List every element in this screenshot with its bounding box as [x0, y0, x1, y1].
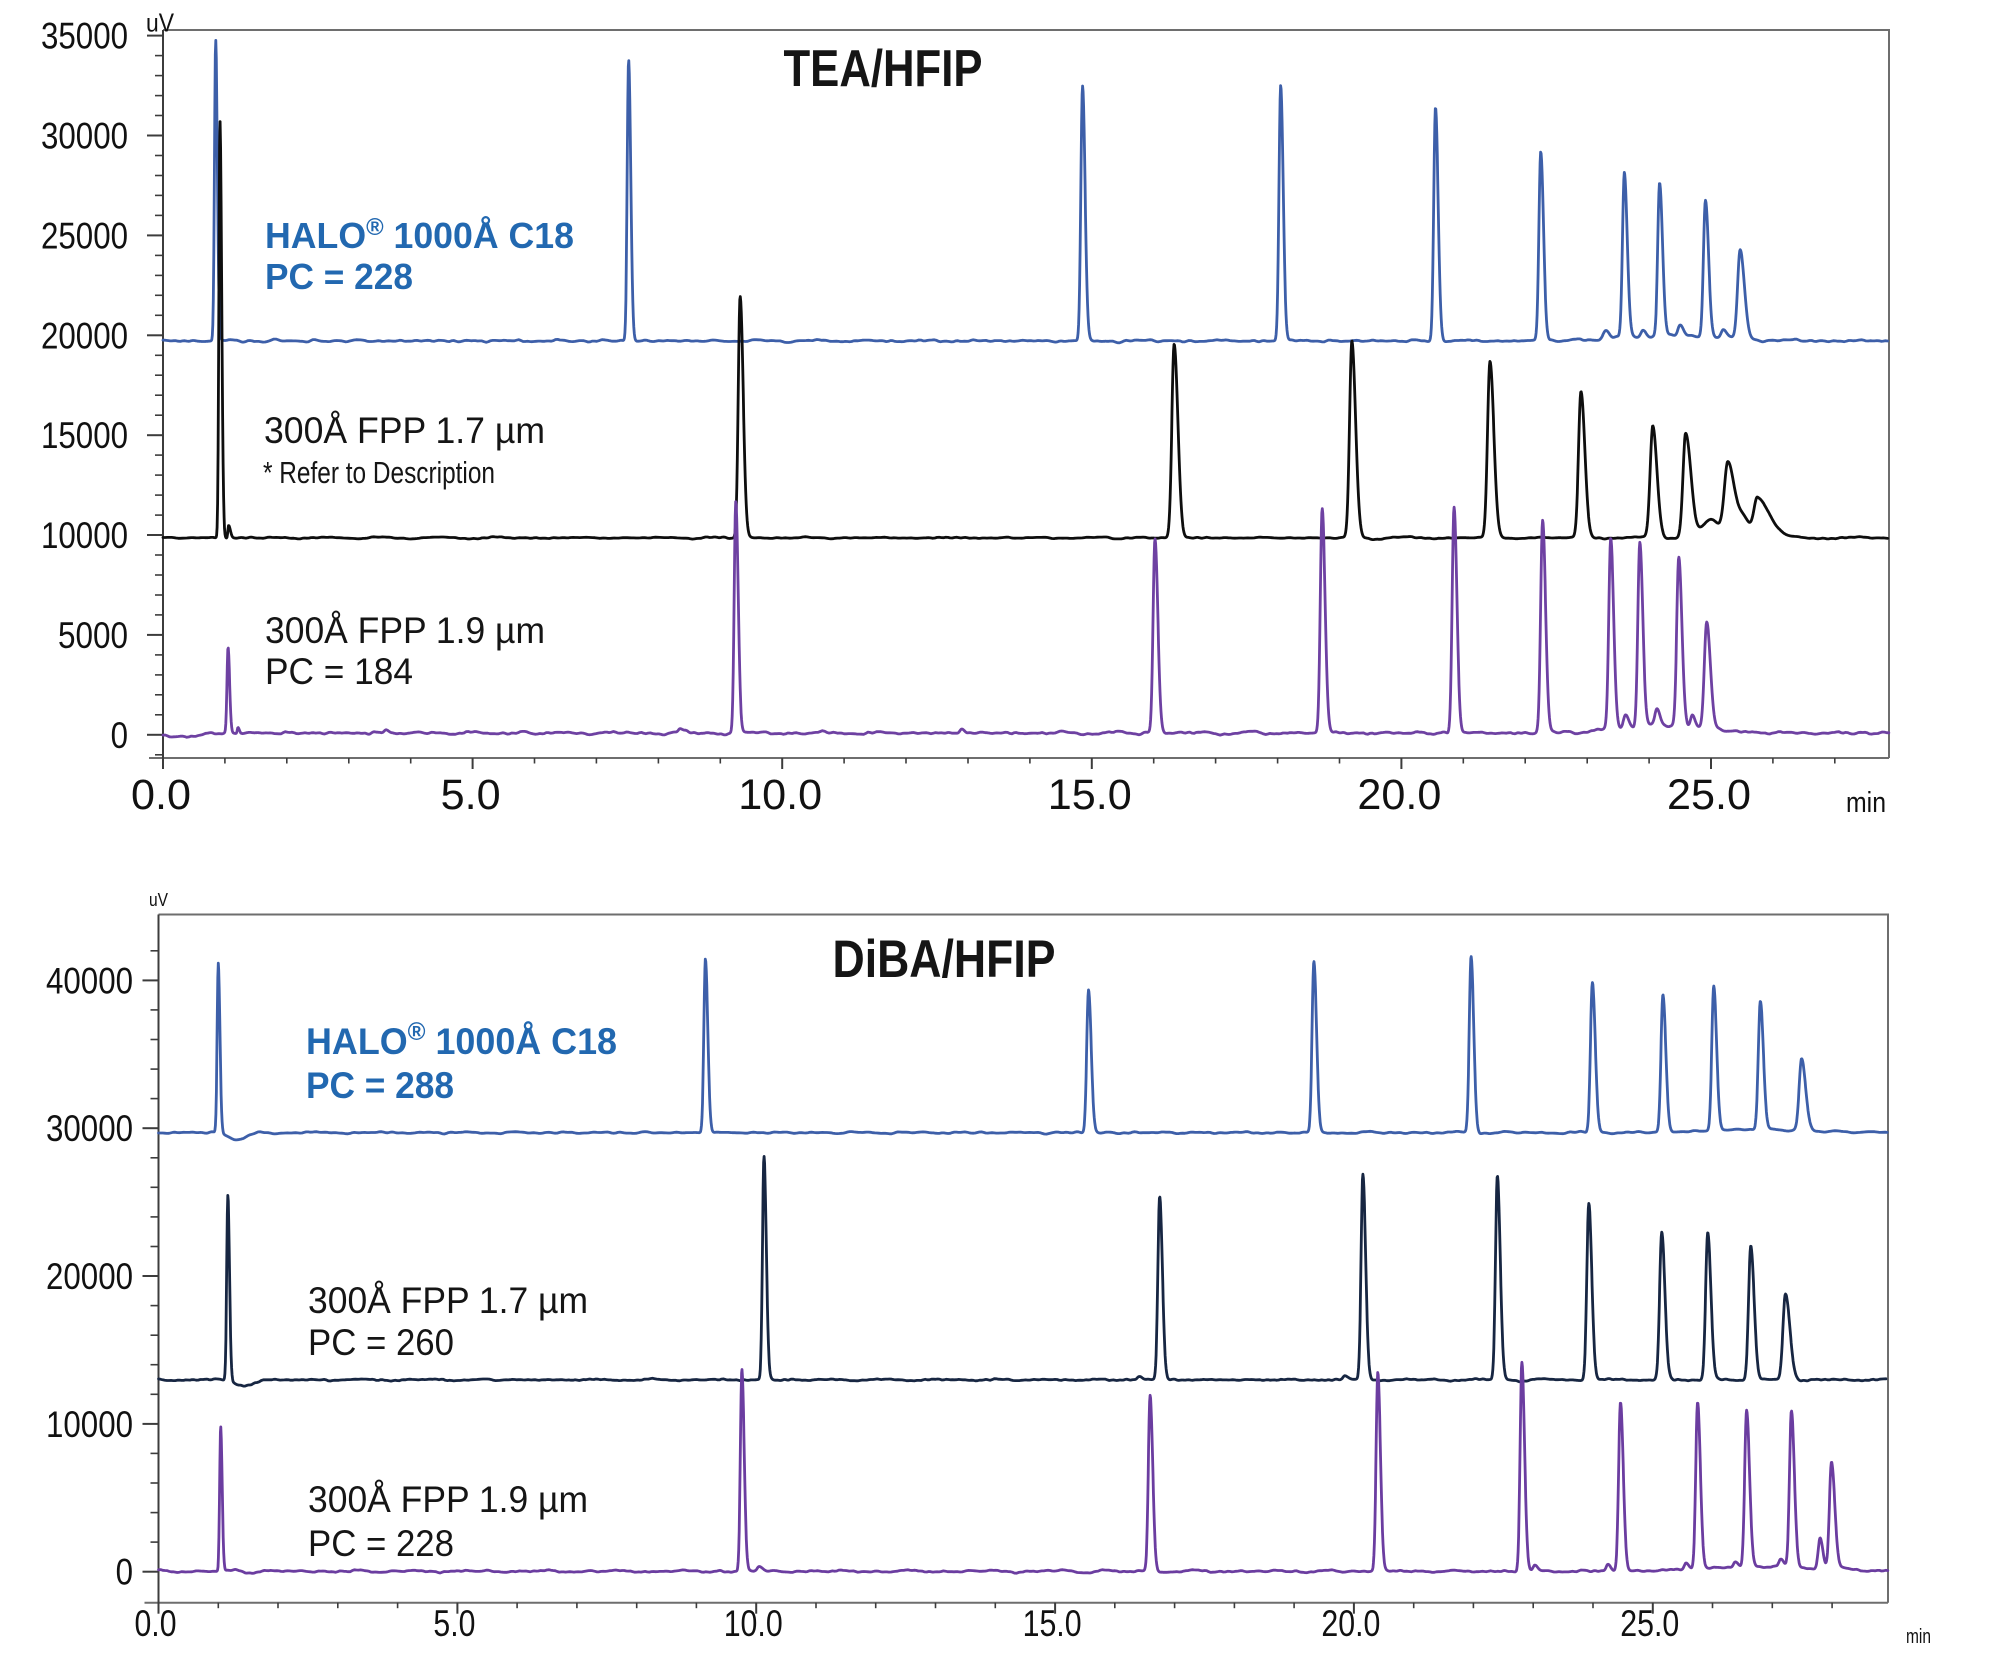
svg-text:20000: 20000	[46, 1256, 133, 1297]
svg-text:25.0: 25.0	[1667, 771, 1751, 819]
svg-text:uV: uV	[146, 8, 175, 38]
svg-text:PC = 288: PC = 288	[306, 1065, 454, 1106]
svg-text:PC = 260: PC = 260	[308, 1322, 454, 1363]
svg-text:15.0: 15.0	[1023, 1603, 1082, 1644]
svg-text:* Refer to Description: * Refer to Description	[263, 455, 495, 490]
svg-text:PC = 184: PC = 184	[265, 651, 413, 692]
svg-text:25.0: 25.0	[1620, 1603, 1679, 1644]
svg-text:min: min	[1906, 1626, 1931, 1648]
svg-text:0: 0	[116, 1552, 133, 1593]
svg-text:300Å FPP 1.7 µm: 300Å FPP 1.7 µm	[264, 410, 545, 451]
svg-text:10.0: 10.0	[738, 771, 822, 819]
svg-text:20000: 20000	[41, 315, 128, 356]
svg-text:PC = 228: PC = 228	[265, 256, 413, 297]
svg-text:25000: 25000	[41, 215, 128, 256]
svg-text:uV: uV	[149, 890, 168, 910]
svg-text:0.0: 0.0	[135, 1603, 177, 1644]
svg-text:10000: 10000	[41, 515, 128, 556]
svg-text:HALO® 1000Å C18: HALO® 1000Å C18	[265, 214, 574, 257]
svg-text:15000: 15000	[41, 415, 128, 456]
svg-text:HALO® 1000Å C18: HALO® 1000Å C18	[306, 1018, 617, 1062]
svg-text:TEA/HFIP: TEA/HFIP	[784, 40, 983, 98]
svg-text:300Å FPP 1.9 µm: 300Å FPP 1.9 µm	[265, 610, 545, 651]
svg-text:10000: 10000	[46, 1404, 133, 1445]
svg-text:20.0: 20.0	[1357, 771, 1441, 819]
svg-text:300Å FPP 1.7 µm: 300Å FPP 1.7 µm	[308, 1280, 588, 1321]
svg-text:300Å FPP 1.9 µm: 300Å FPP 1.9 µm	[308, 1479, 588, 1520]
svg-text:30000: 30000	[41, 116, 128, 157]
svg-text:PC = 228: PC = 228	[308, 1523, 454, 1564]
svg-text:5.0: 5.0	[433, 1603, 475, 1644]
svg-text:15.0: 15.0	[1048, 771, 1132, 819]
svg-text:5000: 5000	[58, 615, 128, 656]
svg-text:35000: 35000	[41, 16, 128, 57]
svg-text:10.0: 10.0	[724, 1603, 783, 1644]
svg-text:20.0: 20.0	[1321, 1603, 1380, 1644]
svg-text:5.0: 5.0	[441, 771, 501, 819]
svg-text:min: min	[1846, 787, 1886, 819]
svg-text:DiBA/HFIP: DiBA/HFIP	[833, 930, 1056, 989]
svg-text:40000: 40000	[46, 960, 133, 1001]
svg-text:30000: 30000	[46, 1108, 133, 1149]
svg-text:0: 0	[111, 715, 128, 756]
svg-text:0.0: 0.0	[131, 771, 191, 819]
